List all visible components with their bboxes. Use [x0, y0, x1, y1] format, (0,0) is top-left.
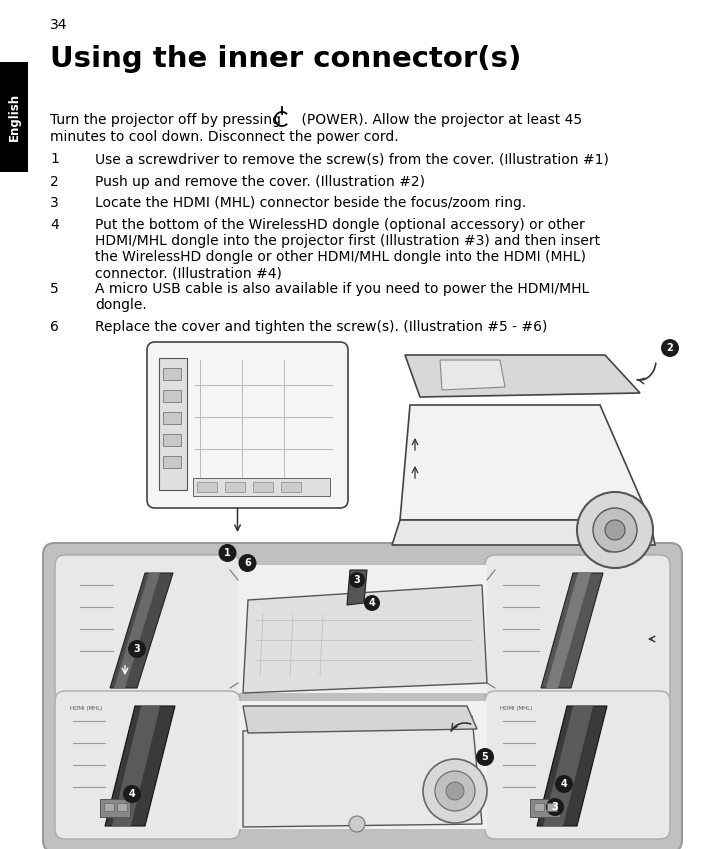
Text: 3: 3	[353, 575, 361, 585]
Circle shape	[605, 520, 625, 540]
Bar	[104, 803, 114, 811]
Bar	[100, 799, 130, 817]
Bar	[197, 482, 217, 492]
FancyBboxPatch shape	[43, 543, 682, 849]
Polygon shape	[400, 405, 650, 520]
Text: Push up and remove the cover. (Illustration #2): Push up and remove the cover. (Illustrat…	[95, 175, 425, 189]
Text: 4: 4	[129, 789, 135, 799]
Polygon shape	[243, 716, 482, 827]
Circle shape	[435, 771, 475, 811]
Bar	[281, 482, 301, 492]
Text: Locate the HDMI (MHL) connector beside the focus/zoom ring.: Locate the HDMI (MHL) connector beside t…	[95, 196, 526, 210]
Bar	[530, 799, 560, 817]
Bar	[193, 478, 330, 496]
FancyBboxPatch shape	[55, 691, 240, 839]
Polygon shape	[541, 573, 603, 688]
Circle shape	[349, 816, 365, 832]
Circle shape	[476, 748, 494, 766]
Polygon shape	[114, 573, 160, 688]
Text: 4: 4	[369, 598, 375, 608]
FancyBboxPatch shape	[485, 555, 670, 703]
Circle shape	[546, 798, 564, 816]
Circle shape	[349, 572, 365, 588]
Text: 1: 1	[224, 548, 231, 558]
Text: Put the bottom of the WirelessHD dongle (optional accessory) or other
HDMI/MHL d: Put the bottom of the WirelessHD dongle …	[95, 218, 600, 281]
Text: 6: 6	[244, 558, 251, 568]
Polygon shape	[537, 706, 607, 826]
Text: Using the inner connector(s): Using the inner connector(s)	[50, 45, 521, 73]
Circle shape	[446, 782, 464, 800]
Bar	[225, 482, 245, 492]
Circle shape	[219, 544, 237, 562]
Bar	[238, 701, 487, 829]
Text: 3: 3	[50, 196, 59, 210]
Circle shape	[128, 640, 146, 658]
Text: 4: 4	[50, 218, 59, 232]
Polygon shape	[546, 573, 591, 688]
Text: 5: 5	[50, 282, 59, 296]
Text: HDMI (MHL): HDMI (MHL)	[70, 706, 102, 711]
Text: Replace the cover and tighten the screw(s). (Illustration #5 - #6): Replace the cover and tighten the screw(…	[95, 320, 547, 334]
Text: 1: 1	[50, 152, 59, 166]
Polygon shape	[405, 355, 640, 397]
Bar	[253, 482, 273, 492]
Polygon shape	[110, 573, 173, 688]
Bar	[163, 368, 181, 380]
Circle shape	[364, 595, 380, 611]
Text: 6: 6	[50, 320, 59, 334]
Bar	[163, 390, 181, 402]
Polygon shape	[112, 706, 160, 826]
Text: (POWER). Allow the projector at least 45: (POWER). Allow the projector at least 45	[297, 113, 582, 127]
Text: 2: 2	[50, 175, 59, 189]
Polygon shape	[243, 706, 477, 733]
Polygon shape	[243, 585, 487, 693]
Text: 3: 3	[552, 802, 558, 812]
Text: Turn the projector off by pressing: Turn the projector off by pressing	[50, 113, 285, 127]
Text: 4: 4	[560, 779, 568, 789]
Text: 34: 34	[50, 18, 67, 32]
Circle shape	[423, 759, 487, 823]
Text: A micro USB cable is also available if you need to power the HDMI/MHL
dongle.: A micro USB cable is also available if y…	[95, 282, 589, 312]
Circle shape	[577, 492, 653, 568]
Text: 3: 3	[134, 644, 140, 654]
Bar	[0, 62, 28, 172]
Bar	[534, 803, 544, 811]
Text: English: English	[7, 93, 20, 141]
Circle shape	[661, 339, 679, 357]
Polygon shape	[543, 706, 593, 826]
Polygon shape	[392, 520, 655, 545]
Bar	[163, 412, 181, 424]
Text: Use a screwdriver to remove the screw(s) from the cover. (Illustration #1): Use a screwdriver to remove the screw(s)…	[95, 152, 609, 166]
Bar	[159, 358, 187, 490]
Bar	[163, 456, 181, 468]
Text: HDMI (MHL): HDMI (MHL)	[500, 706, 532, 711]
Polygon shape	[347, 570, 367, 605]
FancyBboxPatch shape	[147, 342, 348, 508]
Circle shape	[238, 554, 256, 572]
FancyBboxPatch shape	[485, 691, 670, 839]
Bar	[238, 565, 487, 693]
Circle shape	[123, 785, 141, 803]
Polygon shape	[105, 706, 175, 826]
Bar	[547, 803, 557, 811]
Bar	[163, 434, 181, 446]
Circle shape	[593, 508, 637, 552]
Circle shape	[600, 532, 620, 552]
Bar	[117, 803, 127, 811]
Polygon shape	[440, 360, 505, 390]
Text: minutes to cool down. Disconnect the power cord.: minutes to cool down. Disconnect the pow…	[50, 130, 399, 144]
Text: 5: 5	[481, 752, 489, 762]
FancyBboxPatch shape	[55, 555, 240, 703]
Circle shape	[555, 775, 573, 793]
Text: 2: 2	[667, 343, 673, 353]
